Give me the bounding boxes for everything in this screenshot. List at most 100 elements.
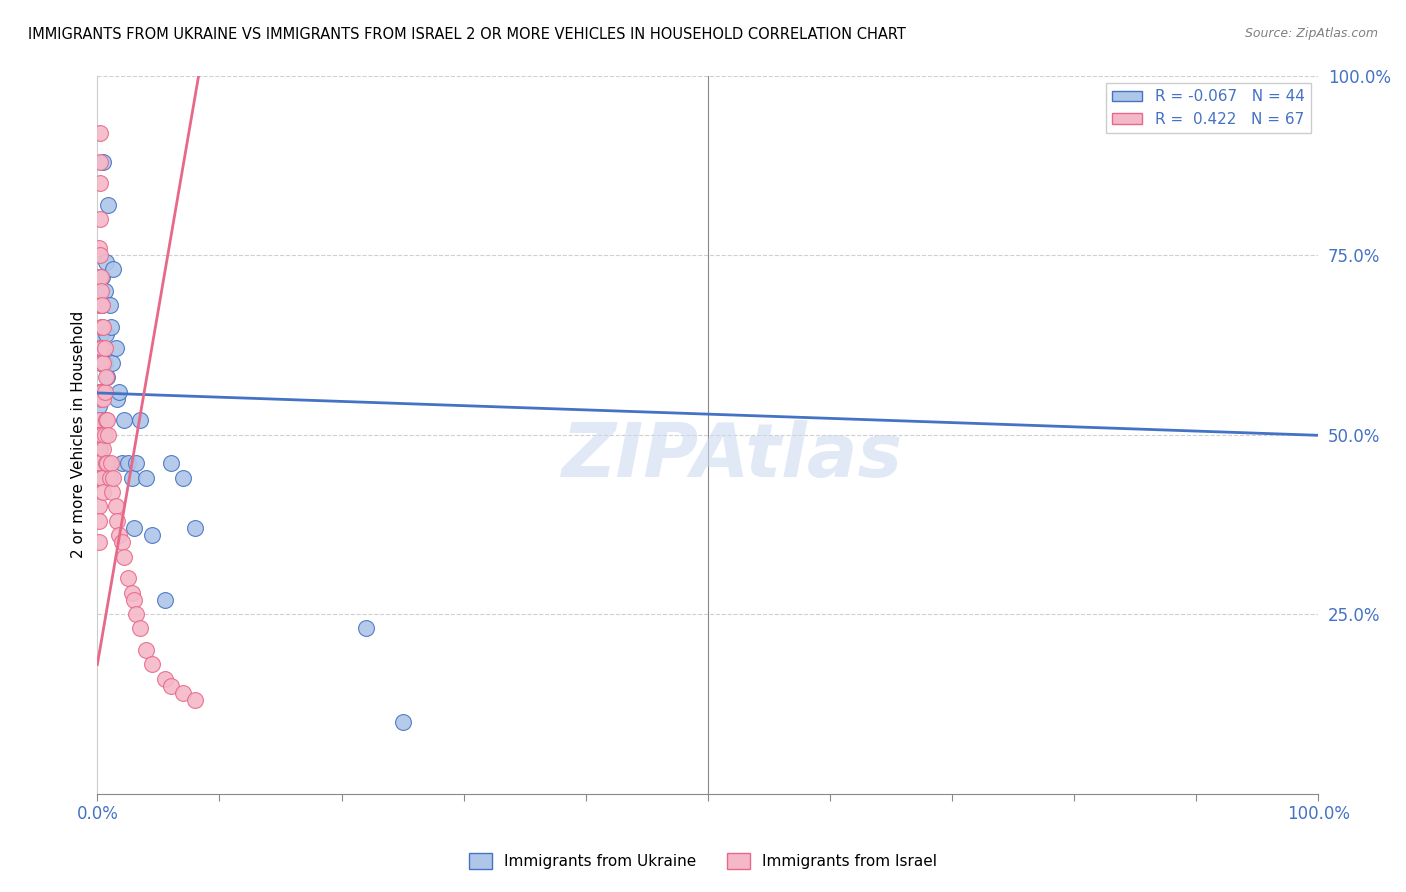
Point — [87, 427, 110, 442]
Point — [87, 471, 110, 485]
Point — [91, 298, 114, 312]
Point — [87, 456, 110, 470]
Point — [90, 342, 112, 356]
Point — [96, 456, 118, 470]
Point — [111, 456, 134, 470]
Point — [90, 427, 112, 442]
Point — [354, 622, 377, 636]
Point — [97, 198, 120, 212]
Point — [103, 262, 125, 277]
Point — [108, 528, 131, 542]
Point — [91, 269, 114, 284]
Point — [89, 342, 111, 356]
Point — [87, 500, 110, 514]
Point — [129, 413, 152, 427]
Point — [94, 456, 117, 470]
Point — [105, 392, 128, 406]
Point — [93, 356, 115, 370]
Point — [125, 456, 148, 470]
Point — [89, 471, 111, 485]
Point — [111, 535, 134, 549]
Point — [93, 342, 115, 356]
Point — [91, 298, 114, 312]
Point — [89, 248, 111, 262]
Point — [153, 592, 176, 607]
Legend: R = -0.067   N = 44, R =  0.422   N = 67: R = -0.067 N = 44, R = 0.422 N = 67 — [1105, 83, 1310, 133]
Point — [89, 176, 111, 190]
Point — [117, 456, 139, 470]
Point — [93, 284, 115, 298]
Point — [141, 528, 163, 542]
Point — [122, 592, 145, 607]
Point — [100, 319, 122, 334]
Point — [87, 399, 110, 413]
Point — [87, 514, 110, 528]
Point — [90, 356, 112, 370]
Point — [121, 471, 143, 485]
Point — [101, 485, 124, 500]
Point — [89, 413, 111, 427]
Point — [184, 521, 207, 535]
Point — [93, 427, 115, 442]
Point — [90, 298, 112, 312]
Point — [94, 413, 117, 427]
Point — [108, 384, 131, 399]
Point — [93, 392, 115, 406]
Point — [91, 384, 114, 399]
Point — [97, 427, 120, 442]
Text: ZIPAtlas: ZIPAtlas — [561, 419, 903, 492]
Point — [159, 456, 181, 470]
Point — [125, 607, 148, 621]
Point — [91, 471, 114, 485]
Point — [103, 471, 125, 485]
Point — [90, 392, 112, 406]
Point — [89, 154, 111, 169]
Point — [94, 327, 117, 342]
Point — [117, 571, 139, 585]
Point — [89, 442, 111, 456]
Point — [90, 327, 112, 342]
Point — [87, 298, 110, 312]
Point — [89, 384, 111, 399]
Point — [101, 356, 124, 370]
Point — [172, 686, 194, 700]
Point — [87, 269, 110, 284]
Point — [93, 356, 115, 370]
Point — [90, 269, 112, 284]
Point — [90, 319, 112, 334]
Legend: Immigrants from Ukraine, Immigrants from Israel: Immigrants from Ukraine, Immigrants from… — [463, 847, 943, 875]
Point — [90, 356, 112, 370]
Point — [94, 370, 117, 384]
Point — [89, 126, 111, 140]
Point — [89, 427, 111, 442]
Point — [112, 549, 135, 564]
Point — [96, 413, 118, 427]
Point — [391, 714, 413, 729]
Point — [91, 356, 114, 370]
Point — [153, 672, 176, 686]
Point — [93, 384, 115, 399]
Point — [87, 442, 110, 456]
Point — [129, 622, 152, 636]
Point — [93, 485, 115, 500]
Point — [93, 442, 115, 456]
Point — [172, 471, 194, 485]
Point — [91, 427, 114, 442]
Point — [87, 427, 110, 442]
Y-axis label: 2 or more Vehicles in Household: 2 or more Vehicles in Household — [72, 311, 86, 558]
Point — [100, 456, 122, 470]
Point — [89, 384, 111, 399]
Text: IMMIGRANTS FROM UKRAINE VS IMMIGRANTS FROM ISRAEL 2 OR MORE VEHICLES IN HOUSEHOL: IMMIGRANTS FROM UKRAINE VS IMMIGRANTS FR… — [28, 27, 905, 42]
Point — [89, 471, 111, 485]
Point — [98, 471, 121, 485]
Point — [112, 413, 135, 427]
Point — [93, 427, 115, 442]
Point — [87, 535, 110, 549]
Point — [93, 384, 115, 399]
Point — [94, 255, 117, 269]
Point — [121, 585, 143, 599]
Point — [122, 521, 145, 535]
Point — [93, 154, 115, 169]
Point — [135, 643, 157, 657]
Point — [98, 298, 121, 312]
